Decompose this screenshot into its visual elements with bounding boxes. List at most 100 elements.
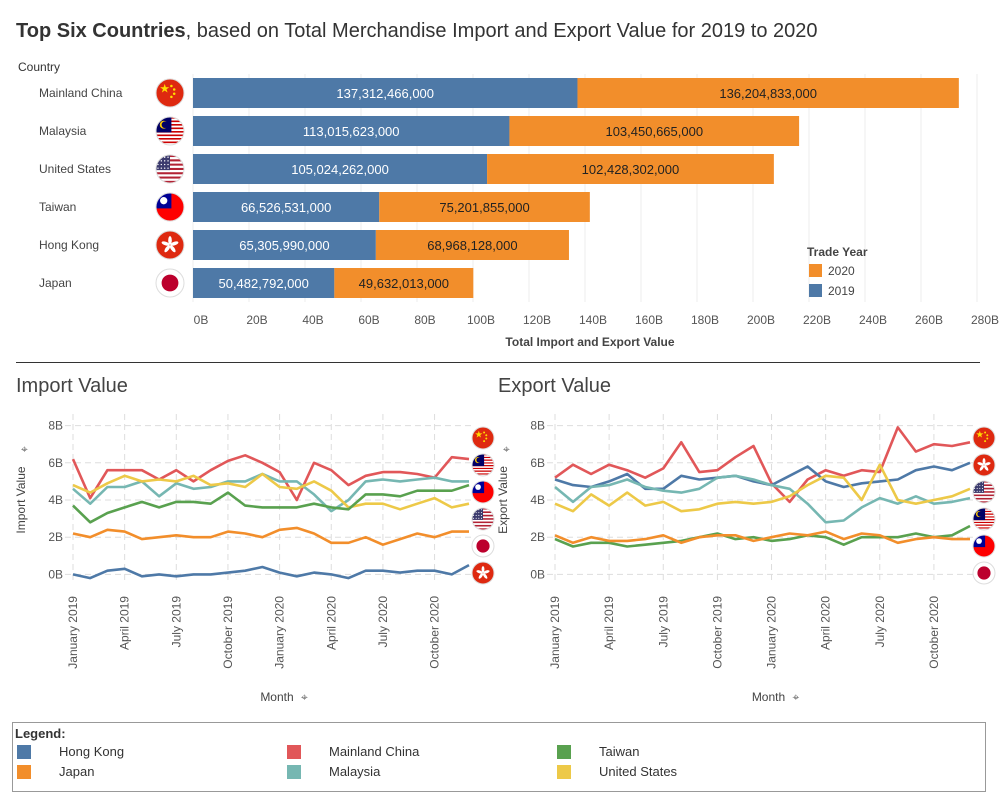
legend-item-taiwan[interactable]: Taiwan	[557, 744, 639, 759]
y-tick-label: 6B	[530, 456, 545, 470]
category-label: Taiwan	[39, 200, 76, 214]
bar-label-2020: 136,204,833,000	[719, 86, 817, 101]
x-tick-label: July 2020	[376, 596, 390, 648]
x-tick-label: 40B	[302, 313, 323, 327]
series-line-japan[interactable]	[554, 530, 970, 545]
pin-icon[interactable]: ⌖	[21, 442, 28, 456]
y-tick-label: 4B	[530, 493, 545, 507]
series-line-malaysia[interactable]	[554, 474, 971, 524]
legend-item-mainland-china[interactable]: Mainland China	[287, 744, 419, 759]
series-line-taiwan[interactable]	[554, 524, 971, 548]
japan-flag-icon	[972, 561, 996, 585]
legend-swatch	[287, 744, 301, 759]
bar-2020[interactable]	[509, 116, 800, 146]
series-line-united-states[interactable]	[554, 463, 971, 513]
x-tick-label: 0B	[194, 313, 209, 327]
china-flag-icon: ★	[155, 78, 185, 108]
legend-label: Hong Kong	[59, 744, 125, 759]
x-tick-label: July 2019	[169, 596, 183, 648]
china-flag-icon: ★	[972, 426, 996, 450]
legend-label: Mainland China	[329, 744, 420, 759]
x-tick-label: July 2019	[656, 596, 670, 648]
bar-2019[interactable]	[193, 230, 376, 260]
bar-2019[interactable]	[193, 78, 578, 108]
series-line-mainland-china[interactable]	[554, 426, 971, 504]
malaysia-flag-icon	[155, 116, 185, 146]
legend-item-united-states[interactable]: United States	[557, 764, 677, 779]
y-tick-label: 0B	[530, 567, 545, 581]
y-tick-label: 8B	[48, 419, 63, 433]
bar-2019[interactable]	[193, 154, 488, 184]
series-line-japan[interactable]	[72, 526, 469, 546]
x-tick-label: January 2019	[66, 596, 80, 669]
bar-2020[interactable]	[577, 78, 959, 108]
x-tick-label: January 2019	[548, 596, 562, 669]
series-line-malaysia[interactable]	[72, 472, 469, 513]
x-tick-label: April 2019	[118, 596, 132, 650]
usa-flag-icon	[155, 154, 185, 184]
x-tick-label: 120B	[523, 313, 551, 327]
bar-label-2019: 113,015,623,000	[303, 124, 400, 139]
export-line-chart: 0B 2B 4B 6B 8B January 2019 April 2019 July 201…	[496, 414, 996, 704]
pin-icon[interactable]: ⌖	[793, 690, 800, 704]
bar-label-2020: 75,201,855,000	[439, 200, 529, 215]
legend-item-japan[interactable]: Japan	[17, 764, 94, 779]
x-tick-label: October 2019	[710, 596, 724, 669]
bar-2020[interactable]	[334, 268, 474, 298]
x-tick-label: 220B	[803, 313, 831, 327]
x-axis-label: Total Import and Export Value	[505, 335, 674, 349]
x-tick-label: 140B	[579, 313, 607, 327]
legend-box: Legend: Hong Kong Mainland China Taiwan …	[12, 722, 986, 792]
malaysia-flag-icon	[972, 507, 996, 531]
series-line-hong-kong[interactable]	[72, 563, 470, 580]
legend-item-malaysia[interactable]: Malaysia	[287, 764, 380, 779]
stacked-bar-chart: Country 0B 20B 40B 60B 80B 100B 120B 140B 160B 180…	[18, 60, 999, 349]
pin-icon[interactable]: ⌖	[503, 442, 510, 456]
bar-2020[interactable]	[375, 230, 569, 260]
legend-label: Japan	[59, 764, 95, 779]
bar-2019[interactable]	[193, 268, 335, 298]
bar-label-2020: 49,632,013,000	[359, 276, 449, 291]
trade-year-label: 2020	[828, 264, 855, 278]
trade-year-swatch[interactable]	[809, 264, 822, 277]
x-tick-label: October 2020	[428, 596, 442, 669]
bar-label-2020: 102,428,302,000	[582, 162, 680, 177]
series-line-taiwan[interactable]	[72, 483, 470, 524]
legend-swatch	[17, 744, 31, 759]
hong-kong-flag-icon	[471, 561, 495, 585]
svg-text:★: ★	[475, 429, 483, 439]
legend-item-hong-kong[interactable]: Hong Kong	[17, 744, 124, 759]
bar-2020[interactable]	[487, 154, 774, 184]
category-label: Japan	[39, 276, 72, 290]
taiwan-flag-icon	[972, 534, 996, 558]
hong-kong-flag-icon	[972, 453, 996, 477]
bar-label-2020: 68,968,128,000	[427, 238, 517, 253]
bar-label-2020: 103,450,665,000	[605, 124, 703, 139]
x-tick-label: 20B	[246, 313, 267, 327]
category-label: Mainland China	[39, 86, 123, 100]
x-axis-label: Month	[260, 690, 293, 704]
series-line-united-states[interactable]	[72, 472, 470, 511]
bar-2019[interactable]	[193, 116, 510, 146]
trade-year-swatch[interactable]	[809, 284, 822, 297]
bar-2019[interactable]	[193, 192, 380, 222]
page-title-rest: , based on Total Merchandise Import and …	[185, 20, 818, 42]
y-tick-label: 8B	[530, 419, 545, 433]
legend-swatch	[557, 764, 571, 779]
legend-swatch	[557, 744, 571, 759]
bar-2020[interactable]	[379, 192, 590, 222]
x-tick-label: 60B	[358, 313, 379, 327]
category-label: United States	[39, 162, 111, 176]
x-tick-label: October 2020	[927, 596, 941, 669]
x-tick-label: 180B	[691, 313, 719, 327]
series-line-mainland-china[interactable]	[71, 453, 470, 502]
malaysia-flag-icon	[471, 453, 495, 477]
legend-swatch	[17, 764, 31, 779]
japan-flag-icon	[471, 534, 495, 558]
x-tick-label: April 2019	[602, 596, 616, 650]
taiwan-flag-icon	[155, 192, 185, 222]
legend-title: Legend:	[15, 726, 66, 741]
pin-icon[interactable]: ⌖	[301, 690, 308, 704]
x-tick-label: January 2020	[273, 596, 287, 669]
page-title: Top Six Countries, based on Total Mercha…	[16, 20, 818, 43]
